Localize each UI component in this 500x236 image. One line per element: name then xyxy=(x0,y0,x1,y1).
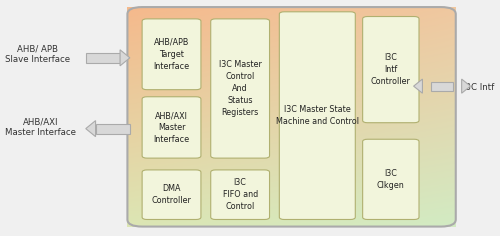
Text: AHB/APB
Target
Interface: AHB/APB Target Interface xyxy=(154,38,190,71)
Polygon shape xyxy=(414,79,422,93)
Bar xyxy=(432,82,453,91)
Text: AHB/AXI
Master
Interface: AHB/AXI Master Interface xyxy=(154,111,190,144)
Text: I3C
Clkgen: I3C Clkgen xyxy=(377,169,404,190)
FancyBboxPatch shape xyxy=(142,170,201,219)
FancyBboxPatch shape xyxy=(210,19,270,158)
Polygon shape xyxy=(120,50,130,66)
FancyBboxPatch shape xyxy=(280,12,355,219)
Text: I3C Master State
Machine and Control: I3C Master State Machine and Control xyxy=(276,105,359,126)
Text: I3C Master
Control
And
Status
Registers: I3C Master Control And Status Registers xyxy=(218,60,262,117)
FancyBboxPatch shape xyxy=(142,19,201,90)
Text: I3C
FIFO and
Control: I3C FIFO and Control xyxy=(222,178,258,211)
FancyBboxPatch shape xyxy=(210,170,270,219)
Polygon shape xyxy=(86,121,96,137)
FancyBboxPatch shape xyxy=(362,17,419,123)
Text: AHB/AXI
Master Interface: AHB/AXI Master Interface xyxy=(5,117,76,138)
Bar xyxy=(86,53,120,63)
FancyBboxPatch shape xyxy=(362,139,419,219)
Text: DMA
Controller: DMA Controller xyxy=(152,184,192,205)
Text: I3C Intf: I3C Intf xyxy=(463,83,494,92)
Text: AHB/ APB
Slave Interface: AHB/ APB Slave Interface xyxy=(5,44,70,64)
Polygon shape xyxy=(462,79,470,93)
FancyBboxPatch shape xyxy=(142,97,201,158)
Text: I3C
Intf
Controller: I3C Intf Controller xyxy=(371,53,411,86)
Bar xyxy=(96,124,130,134)
